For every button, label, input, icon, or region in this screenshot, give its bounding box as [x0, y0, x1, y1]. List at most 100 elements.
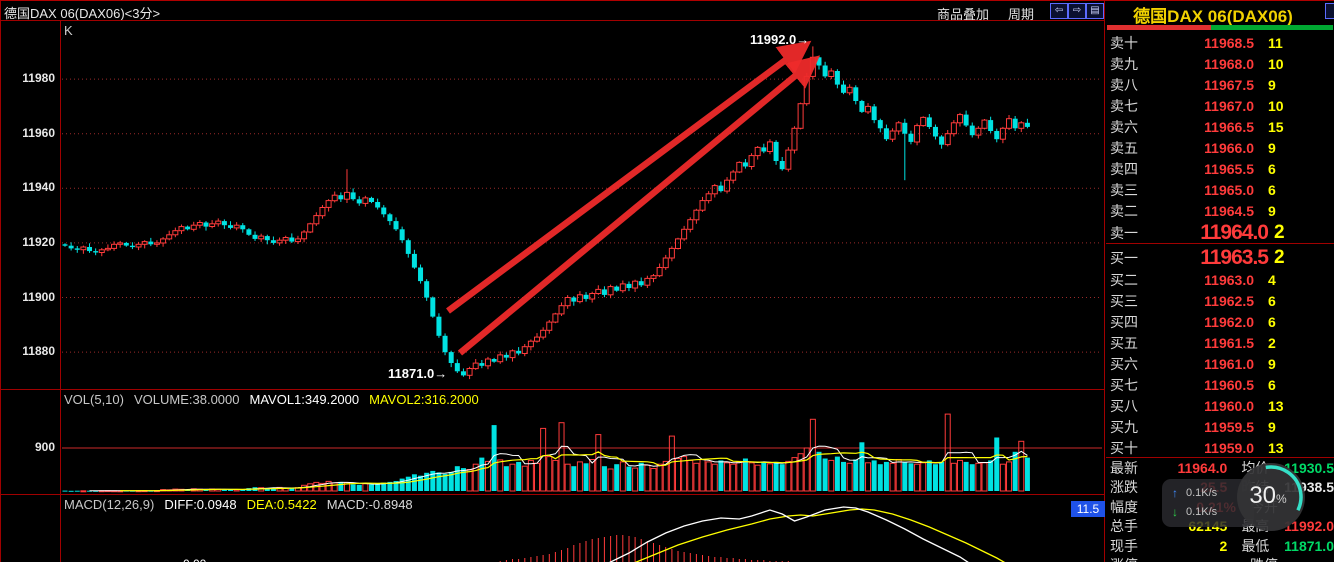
ask-row[interactable]: 卖十 11968.5 11: [1106, 32, 1334, 53]
level-label: 卖十: [1110, 34, 1138, 51]
bid-row[interactable]: 买三 11962.5 6: [1106, 290, 1334, 311]
level-price: 11959.0: [1204, 439, 1254, 456]
panel-collapse-icon[interactable]: [1325, 3, 1334, 19]
level-qty: 4: [1268, 271, 1276, 288]
ask-bid-ratio-bar: [1107, 25, 1333, 30]
level-label: 卖七: [1110, 97, 1138, 114]
forward-arrow-icon[interactable]: ⇨: [1068, 3, 1086, 19]
divider: [1106, 457, 1334, 458]
level-label: 卖五: [1110, 139, 1138, 156]
level-qty: 9: [1268, 202, 1276, 219]
level-label: 卖二: [1110, 202, 1138, 219]
indicator-header-part: MACD:-0.8948: [326, 497, 413, 512]
bid-row[interactable]: 买四 11962.0 6: [1106, 311, 1334, 332]
price-tick: 11900: [22, 289, 55, 304]
stat-label: 现手: [1110, 537, 1138, 554]
quote-panel-title: 德国DAX 06(DAX06): [1133, 7, 1293, 26]
stat-value: 11930.5: [1284, 459, 1334, 476]
divider: [0, 389, 1105, 390]
ask-row[interactable]: 卖一 11964.0 2: [1106, 221, 1334, 244]
level-price: 11965.0: [1204, 181, 1254, 198]
level-label: 买六: [1110, 355, 1138, 372]
price-tick: 11940: [22, 180, 55, 195]
level-price: 11964.0: [1200, 220, 1269, 244]
ask-row[interactable]: 卖九 11968.0 10: [1106, 53, 1334, 74]
ask-row[interactable]: 卖三 11965.0 6: [1106, 179, 1334, 200]
ask-row[interactable]: 卖七 11967.0 10: [1106, 95, 1334, 116]
level-qty: 9: [1268, 418, 1276, 435]
stat-value: 11871.0: [1284, 537, 1334, 554]
level-price: 11961.5: [1204, 334, 1254, 351]
level-qty: 11: [1268, 34, 1283, 51]
level-label: 买四: [1110, 313, 1138, 330]
level-qty: 6: [1268, 292, 1276, 309]
ask-row[interactable]: 卖六 11966.5 15: [1106, 116, 1334, 137]
level-qty: 2: [1274, 246, 1285, 268]
level-price: 11962.0: [1204, 313, 1254, 330]
back-arrow-icon[interactable]: ⇦: [1050, 3, 1068, 19]
ask-levels: 卖十 11968.5 11 卖九 11968.0 10 卖八 11967.5 9 卖七 11967.…: [1106, 32, 1334, 244]
level-label: 买二: [1110, 271, 1138, 288]
level-qty: 9: [1268, 76, 1276, 93]
macd-chart-canvas[interactable]: [62, 495, 1102, 562]
level-price: 11968.5: [1204, 34, 1254, 51]
level-qty: 6: [1268, 313, 1276, 330]
title-bar: 德国DAX 06(DAX06)<3分> 商品叠加 周期 ⇦ ⇨ ▤: [0, 1, 1105, 22]
battery-percent-badge[interactable]: 30%: [1237, 463, 1305, 531]
stat-label: 幅度: [1110, 498, 1138, 515]
indicator-header-part: VOLUME:38.0000: [133, 392, 240, 407]
level-label: 卖一: [1110, 224, 1138, 241]
stat-label: 涨跌: [1110, 479, 1138, 496]
ask-row[interactable]: 卖四 11965.5 6: [1106, 158, 1334, 179]
stat-label: 最新: [1110, 459, 1138, 476]
level-label: 买一: [1110, 249, 1138, 266]
bid-row[interactable]: 买八 11960.0 13: [1106, 395, 1334, 416]
level-label: 卖八: [1110, 76, 1138, 93]
level-price: 11966.0: [1204, 139, 1254, 156]
level-qty: 10: [1268, 55, 1284, 72]
bid-levels: 买一 11963.5 2 买二 11963.0 4 买三 11962.5 6 买四 11962.0 6…: [1106, 246, 1334, 458]
ask-row[interactable]: 卖五 11966.0 9: [1106, 137, 1334, 158]
level-qty: 2: [1274, 221, 1285, 243]
bid-row[interactable]: 买一 11963.5 2: [1106, 246, 1334, 269]
level-label: 卖六: [1110, 118, 1138, 135]
low-annotation: 11871.0→: [388, 366, 448, 381]
bid-row[interactable]: 买六 11961.0 9: [1106, 353, 1334, 374]
stat-label: 最低: [1241, 537, 1270, 554]
volume-indicator-header: VOL(5,10) VOLUME:38.0000 MAVOL1:349.2000 MA…: [64, 392, 489, 407]
indicator-header-part: MAVOL1:349.2000: [249, 392, 360, 407]
level-price: 11963.0: [1204, 271, 1254, 288]
stat-label: 跌停: [1236, 555, 1296, 562]
price-tick: 11960: [22, 125, 55, 140]
level-qty: 13: [1268, 397, 1284, 414]
bid-row[interactable]: 买十 11959.0 13: [1106, 437, 1334, 458]
download-speed-icon: ↓: [1172, 504, 1178, 519]
bid-row[interactable]: 买二 11963.0 4: [1106, 269, 1334, 290]
level-label: 买八: [1110, 397, 1138, 414]
stat-row: 现手 2 最低 11871.0: [1106, 536, 1334, 556]
bid-row[interactable]: 买五 11961.5 2: [1106, 332, 1334, 353]
indicator-header-part: MAVOL2:316.2000: [369, 392, 479, 407]
period-link[interactable]: 周期: [1008, 7, 1035, 22]
level-qty: 13: [1268, 439, 1284, 456]
indicator-header-part: MACD(12,26,9): [64, 497, 155, 512]
level-price: 11965.5: [1204, 160, 1254, 177]
split-window-icon[interactable]: ▤: [1086, 3, 1104, 19]
level-price: 11968.0: [1204, 55, 1254, 72]
bid-row[interactable]: 买九 11959.5 9: [1106, 416, 1334, 437]
macd-zero-label: 0.00: [183, 557, 206, 562]
divider: [0, 494, 1105, 495]
commodity-overlay-link[interactable]: 商品叠加: [937, 7, 990, 22]
bid-row[interactable]: 买七 11960.5 6: [1106, 374, 1334, 395]
divider: [0, 1, 1, 562]
ask-row[interactable]: 卖二 11964.5 9: [1106, 200, 1334, 221]
stat-label: 总手: [1110, 518, 1138, 535]
level-qty: 6: [1268, 181, 1276, 198]
level-price: 11961.0: [1204, 355, 1254, 372]
ask-row[interactable]: 卖八 11967.5 9: [1106, 74, 1334, 95]
stat-value: 11992.0: [1284, 518, 1334, 535]
level-label: 买九: [1110, 418, 1138, 435]
kline-chart-canvas[interactable]: [62, 21, 1102, 389]
volume-chart-canvas[interactable]: [62, 390, 1102, 494]
divider: [1106, 243, 1334, 244]
